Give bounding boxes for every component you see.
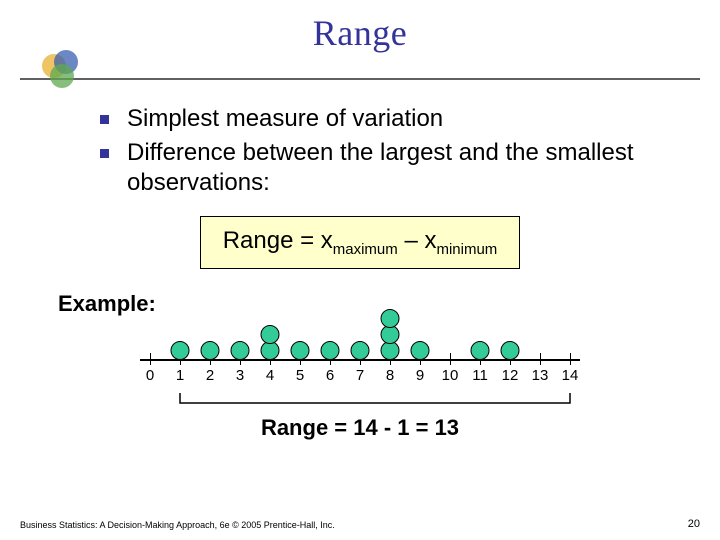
data-point [171,341,190,360]
bullet-icon [100,115,109,124]
tick-label: 14 [562,367,579,384]
bracket-icon [140,391,580,413]
formula-sub2: minimum [436,241,497,258]
tick-label: 13 [532,367,549,384]
tick-label: 6 [326,367,334,384]
tick-label: 1 [176,367,184,384]
formula-sub1: maximum [333,241,398,258]
data-point [381,309,400,328]
tick [150,353,151,365]
tick [450,353,451,365]
data-point [411,341,430,360]
bullet-list: Simplest measure of variation Difference … [100,104,660,198]
bullet-item: Difference between the largest and the s… [100,138,660,198]
number-line: 01234567891011121314 [140,319,580,389]
footer-text: Business Statistics: A Decision-Making A… [20,520,335,530]
bullet-text: Difference between the largest and the s… [127,138,660,198]
slide-title: Range [20,0,700,54]
tick-label: 0 [146,367,154,384]
slide: Range Simplest measure of variation Diffe… [0,0,720,540]
bullet-item: Simplest measure of variation [100,104,660,134]
tick-label: 4 [266,367,274,384]
result-text: Range = 14 - 1 = 13 [0,415,720,441]
tick-label: 7 [356,367,364,384]
data-point [201,341,220,360]
tick-label: 3 [236,367,244,384]
data-point [501,341,520,360]
tick-label: 12 [502,367,519,384]
data-point [321,341,340,360]
data-point [261,325,280,344]
data-point [291,341,310,360]
bullet-text: Simplest measure of variation [127,104,443,134]
tick [540,353,541,365]
data-point [471,341,490,360]
logo-icon [40,48,84,92]
range-bracket [140,391,580,413]
page-number: 20 [688,518,700,530]
data-point [231,341,250,360]
tick-label: 9 [416,367,424,384]
tick-label: 5 [296,367,304,384]
tick [570,353,571,365]
title-area: Range [20,0,700,80]
formula-prefix: Range = x [223,227,333,254]
data-point [351,341,370,360]
bullet-icon [100,149,109,158]
tick-label: 11 [472,367,488,384]
formula-mid: – x [398,227,437,254]
tick-label: 10 [442,367,459,384]
formula-box: Range = xmaximum – xminimum [200,216,521,269]
tick-label: 8 [386,367,394,384]
tick-label: 2 [206,367,214,384]
